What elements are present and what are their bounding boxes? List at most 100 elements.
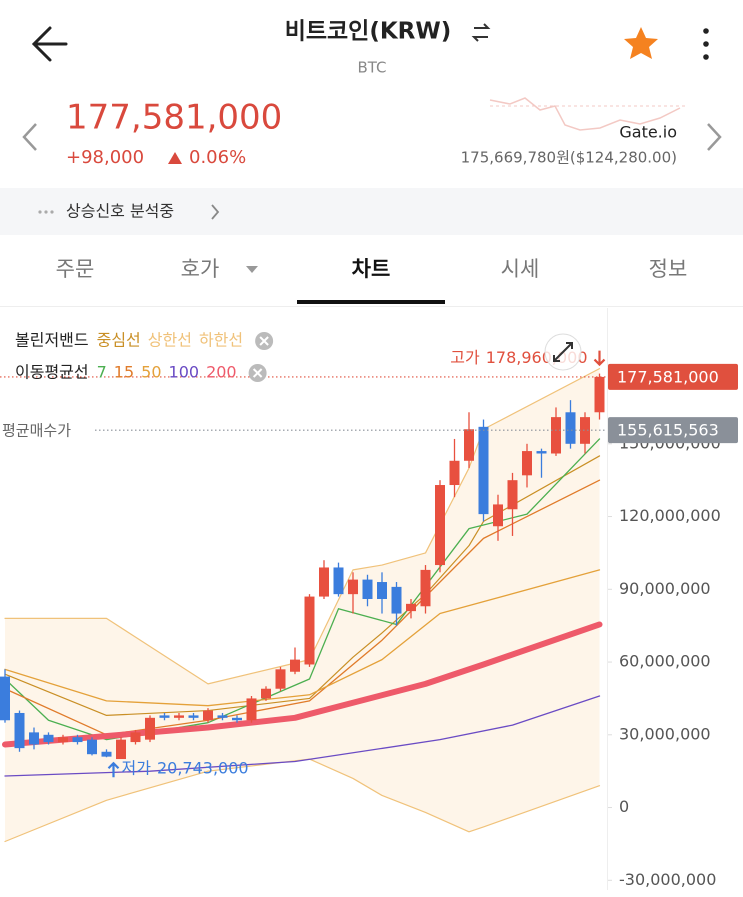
current-price: 177,581,000 [66,98,282,138]
legend-entry: 하한선 [199,331,243,350]
candle-body [435,485,445,566]
candle-body [145,717,155,740]
indicator-line [4,758,601,843]
candle-body [14,712,25,749]
candle-body [188,715,199,718]
low-arrow [107,761,120,778]
candle-body [290,659,300,672]
candle-body [565,412,576,444]
plot-layer [0,368,605,843]
tab[interactable]: 차트 [352,257,391,281]
exchange-price: 175,669,780원($124,280.00) [461,149,677,167]
candle-body [130,732,141,743]
legend-entry: 15 [114,363,134,382]
indicator-line [4,455,601,716]
candle-body [246,698,257,721]
tab-bar: 주문 호가 차트 시세 정보 [56,257,688,304]
candle-body [72,737,83,743]
sparkline [489,97,681,131]
price-tag-label: 155,615,563 [617,421,719,440]
candle-body [551,417,561,454]
next-button[interactable] [707,123,722,151]
candle-body [377,582,387,599]
high-arrow [593,350,606,367]
legend-remove[interactable] [248,364,267,382]
candle-body [319,567,329,597]
candle-body [304,596,315,665]
tab[interactable]: 정보 [649,257,688,281]
low-value: 20,743,000 [157,759,249,778]
candle-body [406,603,416,612]
title: 비트코인(KRW) [285,19,452,45]
dropdown-icon [246,266,258,273]
up-triangle [168,152,182,164]
candle-body [464,429,474,461]
y-tick-label: -30,000,000 [619,870,716,889]
y-tick-label: 90,000,000 [619,579,711,598]
candle-body [362,579,373,599]
active-tab-underline [297,300,445,304]
y-tick-label: 60,000,000 [619,652,711,671]
candle-body [536,451,547,454]
plot: -30,000,000 0 30,000,000 60,000,000 90,000,0… [0,331,738,889]
candle-body [58,737,68,743]
high-label: 고가 [450,348,480,367]
remove-x [252,368,263,378]
change-rate: 0.06% [189,147,246,168]
candle-body [203,710,213,721]
candle-body [493,504,503,527]
price-change: +98,000 [66,147,144,168]
tab[interactable]: 시세 [501,257,540,281]
candle-body [101,751,112,757]
legend-entry: 100 [169,363,200,382]
exchange-name: Gate.io [619,123,677,142]
indicator-line [4,569,601,707]
candle-body [594,376,605,413]
favorite-star[interactable] [624,27,658,59]
legend-entry: 상한선 [148,331,192,350]
subtitle: BTC [357,59,386,77]
candle-body [43,734,54,743]
legend-entry: 50 [141,363,161,382]
back-button[interactable] [31,26,68,62]
candle-body [348,579,358,595]
prev-button[interactable] [22,123,37,151]
y-tick-label: 30,000,000 [619,724,711,743]
candle-body [420,569,431,607]
expand-button[interactable] [544,333,582,371]
candle-body [478,426,489,515]
swap-icon[interactable] [471,23,491,42]
candle-body [0,676,10,721]
legend-group: 이동평균선 [15,363,89,382]
legend-entry: 중심선 [97,331,141,350]
price-tag [608,417,738,444]
indicator-line [4,368,601,685]
legend-group: 볼린저밴드 [15,331,89,350]
tab[interactable]: 호가 [181,257,220,281]
dots-icon [38,210,54,214]
candle-body [507,480,518,510]
candle-body [522,451,532,476]
y-tick-label: 0 [619,797,629,816]
legend-remove[interactable] [255,332,274,350]
price-line-name: 평균매수가 [2,422,71,440]
candle-body [159,715,170,718]
candle-body [174,715,184,718]
candle-body [217,715,228,718]
y-tick-label: 120,000,000 [619,506,721,525]
legend-entry: 7 [97,363,107,382]
signal-banner[interactable] [0,188,743,235]
low-label: 저가 [122,759,152,778]
price-tag-label: 177,581,000 [617,367,719,386]
candle-body [232,717,242,721]
candle-body [449,460,460,486]
tab[interactable]: 주문 [56,257,95,281]
candle-body [29,732,39,745]
menu-button[interactable] [703,28,709,60]
candle-body [580,417,590,444]
banner-text: 상승신호 분석중 [66,202,174,221]
candle-body [87,739,97,755]
band-fill [5,368,600,842]
